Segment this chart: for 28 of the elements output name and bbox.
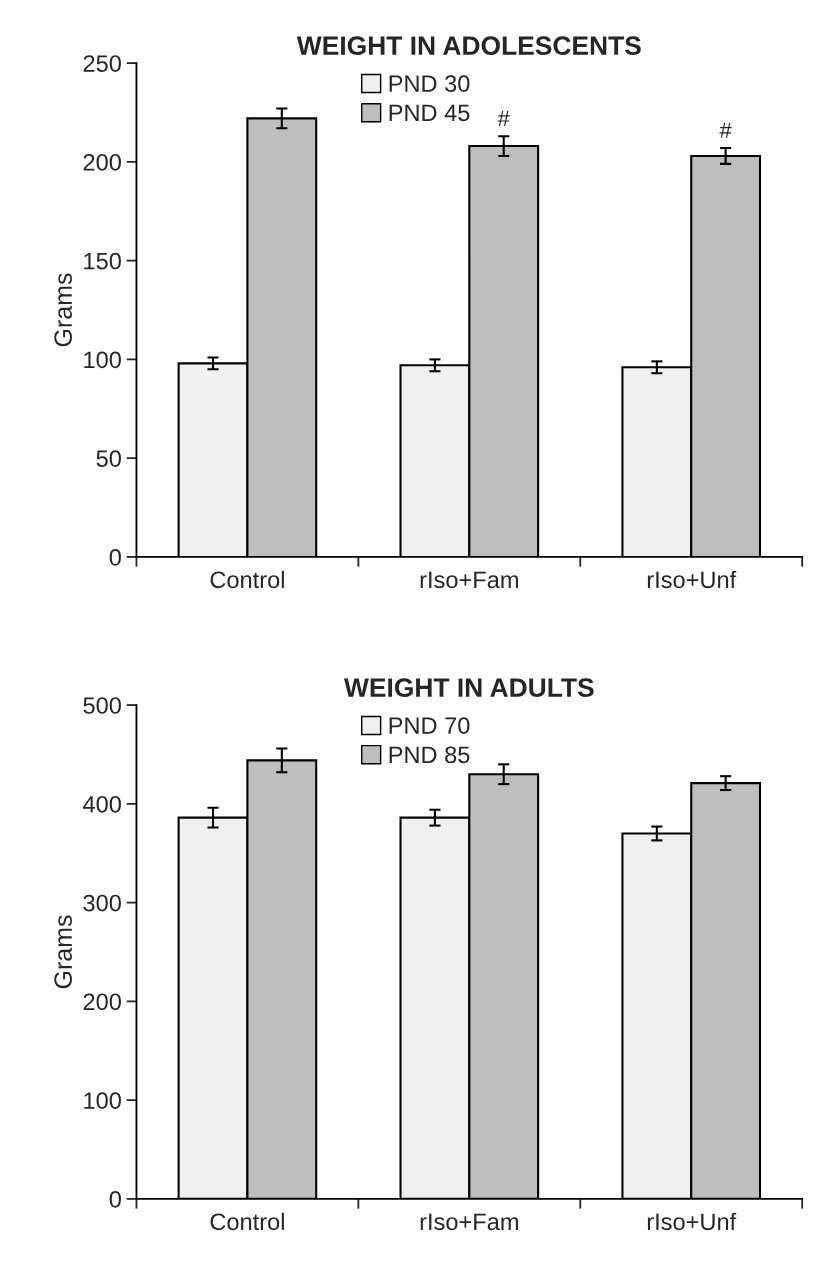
y-tick-label: 500	[83, 697, 121, 714]
y-tick-label: 200	[83, 153, 121, 171]
y-tick-label: 300	[83, 894, 121, 912]
y-tick-label: 200	[83, 993, 121, 1011]
x-tick-label: Control	[210, 570, 284, 589]
y-tick-label: 100	[84, 351, 121, 369]
x-tick-label: rIso+Fam	[420, 571, 518, 589]
y-tick-label: 0	[109, 548, 121, 566]
y-tick-label: 250	[83, 55, 121, 72]
y-tick-label: 0	[109, 1190, 121, 1208]
x-tick-label: Control	[210, 1212, 284, 1231]
legend-label: PND 85	[389, 746, 470, 764]
x-tick-label: rIso+Fam	[420, 1213, 518, 1231]
chart-title: WEIGHT IN ADOLESCENTS	[296, 36, 641, 56]
y-tick-label: 50	[96, 450, 121, 467]
annotation: #	[719, 122, 732, 138]
x-tick-label: rIso+Unf	[647, 1212, 737, 1231]
y-tick-label: 150	[84, 252, 121, 270]
y-tick-label: 100	[84, 1092, 121, 1109]
legend-label: PND 45	[389, 104, 470, 122]
y-tick-label: 400	[83, 795, 121, 813]
chart-title: WEIGHT IN ADULTS	[344, 678, 594, 697]
legend-label: PND 30	[389, 75, 470, 92]
y-axis-title: Grams	[54, 273, 72, 347]
y-axis-title: Grams	[54, 915, 72, 989]
legend-label: PND 70	[389, 717, 470, 734]
annotation: #	[497, 110, 510, 127]
x-tick-label: rIso+Unf	[647, 570, 737, 589]
